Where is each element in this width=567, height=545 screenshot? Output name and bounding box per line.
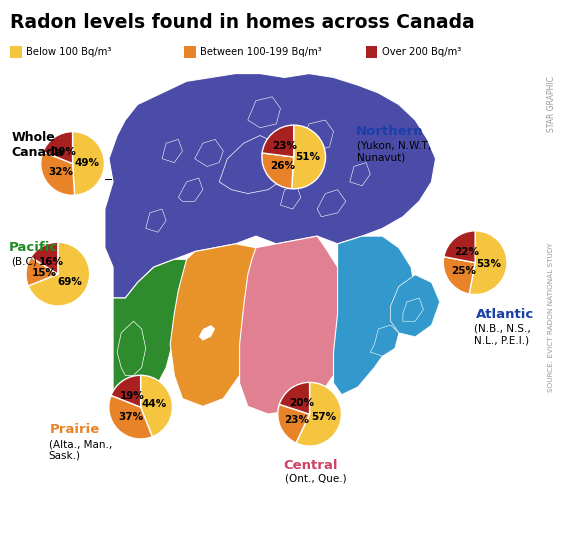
Wedge shape [296,383,341,446]
Text: 22%: 22% [454,247,479,257]
Polygon shape [179,178,203,201]
Polygon shape [162,140,183,162]
Text: Radon levels found in homes across Canada: Radon levels found in homes across Canad… [10,13,475,32]
Polygon shape [146,209,166,232]
Text: Pacific: Pacific [9,241,58,254]
Text: Over 200 Bq/m³: Over 200 Bq/m³ [382,47,461,57]
Text: Between 100-199 Bq/m³: Between 100-199 Bq/m³ [200,47,322,57]
Wedge shape [262,153,294,189]
Text: 16%: 16% [39,257,64,267]
Wedge shape [41,152,75,195]
Text: Northern: Northern [356,125,424,138]
Wedge shape [291,125,325,189]
Text: 23%: 23% [272,142,297,152]
Wedge shape [443,257,475,294]
Text: 44%: 44% [142,399,167,409]
Wedge shape [444,231,475,263]
Text: Central: Central [284,459,338,472]
Text: (N.B., N.S.,
N.L., P.E.I.): (N.B., N.S., N.L., P.E.I.) [474,324,531,346]
Wedge shape [280,383,310,414]
Wedge shape [111,376,141,407]
Text: Whole
Canada: Whole Canada [11,131,64,159]
Text: 37%: 37% [118,412,143,422]
Text: (Alta., Man.,
Sask.): (Alta., Man., Sask.) [49,439,112,461]
Text: 69%: 69% [57,277,82,287]
Text: SOURCE: EVICT RADON NATIONAL STUDY: SOURCE: EVICT RADON NATIONAL STUDY [548,243,554,392]
Text: 32%: 32% [49,167,74,177]
Text: (Ont., Que.): (Ont., Que.) [285,473,346,483]
Text: 49%: 49% [74,158,99,168]
Text: (B.C): (B.C) [11,256,37,266]
Polygon shape [317,190,346,217]
Text: (Yukon, N.W.T,
Nunavut): (Yukon, N.W.T, Nunavut) [357,141,431,162]
Polygon shape [219,136,289,193]
Text: Atlantic: Atlantic [476,308,535,322]
Wedge shape [73,132,104,195]
Polygon shape [301,120,333,151]
Text: 23%: 23% [284,415,309,425]
FancyBboxPatch shape [10,46,22,58]
Polygon shape [370,325,399,356]
FancyBboxPatch shape [184,46,196,58]
Wedge shape [278,404,310,443]
Text: STAR GRAPHIC: STAR GRAPHIC [547,76,556,132]
Wedge shape [28,243,90,306]
Wedge shape [262,125,294,157]
Polygon shape [248,97,281,128]
Wedge shape [469,231,507,294]
Wedge shape [31,243,58,274]
FancyBboxPatch shape [366,46,377,58]
Text: 19%: 19% [52,147,77,157]
Polygon shape [105,74,435,298]
Text: Prairie: Prairie [50,423,100,436]
Polygon shape [194,140,223,166]
Polygon shape [113,259,187,414]
Polygon shape [281,186,301,209]
Wedge shape [141,376,172,437]
Polygon shape [350,162,370,186]
Polygon shape [403,298,424,321]
Text: Below 100 Bq/m³: Below 100 Bq/m³ [26,47,112,57]
Text: 25%: 25% [451,265,476,276]
Polygon shape [117,321,146,376]
Polygon shape [170,244,256,407]
Polygon shape [240,236,350,414]
Text: 15%: 15% [31,268,56,278]
Polygon shape [333,236,415,395]
Text: 19%: 19% [120,391,145,401]
Polygon shape [391,275,439,337]
Text: 51%: 51% [295,153,320,162]
Wedge shape [26,257,58,286]
Polygon shape [199,325,215,341]
Text: 57%: 57% [311,412,336,422]
Wedge shape [43,132,73,164]
Wedge shape [109,395,153,439]
Text: 26%: 26% [270,161,295,171]
Text: 53%: 53% [477,259,502,269]
Text: 20%: 20% [289,398,314,408]
